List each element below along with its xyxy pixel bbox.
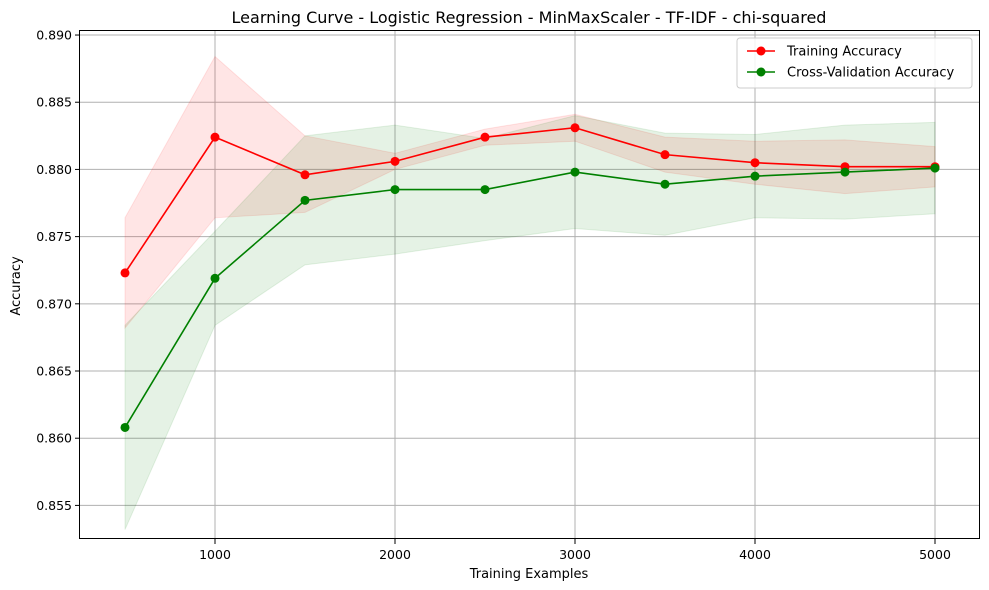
data-point [570, 167, 580, 177]
x-tick-label: 3000 [559, 547, 591, 562]
legend: Training Accuracy Cross-Validation Accura… [736, 37, 973, 89]
y-tick-label: 0.860 [36, 431, 72, 446]
x-tick-label: 1000 [199, 547, 231, 562]
chart-title: Learning Curve - Logistic Regression - M… [232, 8, 827, 27]
data-point [570, 123, 580, 133]
x-tick-label: 4000 [739, 547, 771, 562]
series-line-0 [124, 126, 935, 274]
y-tick-label: 0.870 [36, 296, 72, 311]
legend-swatch-marker [756, 46, 766, 56]
legend-label: Training Accuracy [786, 45, 902, 60]
confidence-band-0 [124, 55, 936, 330]
x-tick-label: 5000 [919, 547, 951, 562]
data-point [390, 156, 400, 166]
y-tick-label: 0.880 [36, 162, 72, 177]
axis-ticks: 1000 2000 3000 4000 5000 0.855 0.860 0.865 0.870… [36, 28, 951, 562]
confidence-band-1 [124, 115, 936, 530]
data-point [120, 422, 130, 432]
data-point [750, 171, 760, 181]
data-point [750, 158, 760, 168]
data-point [660, 179, 670, 189]
series-points [120, 123, 940, 432]
data-point [210, 273, 220, 283]
data-point [300, 170, 310, 180]
y-tick-label: 0.875 [36, 229, 72, 244]
plot-frame [79, 30, 980, 539]
y-tick-label: 0.865 [36, 364, 72, 379]
y-tick-label: 0.885 [36, 95, 72, 110]
data-point [390, 185, 400, 195]
data-point [300, 195, 310, 205]
data-point [660, 150, 670, 160]
data-point [930, 163, 940, 173]
y-axis-label: Accuracy [9, 256, 24, 316]
y-tick-label: 0.890 [36, 28, 72, 43]
data-point [210, 132, 220, 142]
data-point [480, 185, 490, 195]
data-point [840, 167, 850, 177]
legend-box [736, 37, 973, 89]
x-tick-label: 2000 [379, 547, 411, 562]
x-axis-label: Training Examples [469, 567, 589, 582]
legend-label: Cross-Validation Accuracy [787, 66, 955, 81]
legend-swatch-marker [756, 67, 766, 77]
data-point [120, 268, 130, 278]
data-point [480, 132, 490, 142]
y-tick-label: 0.855 [36, 498, 72, 513]
series-line-1 [124, 167, 936, 428]
grid [80, 31, 980, 539]
confidence-bands [124, 55, 936, 530]
series-lines [124, 126, 936, 428]
